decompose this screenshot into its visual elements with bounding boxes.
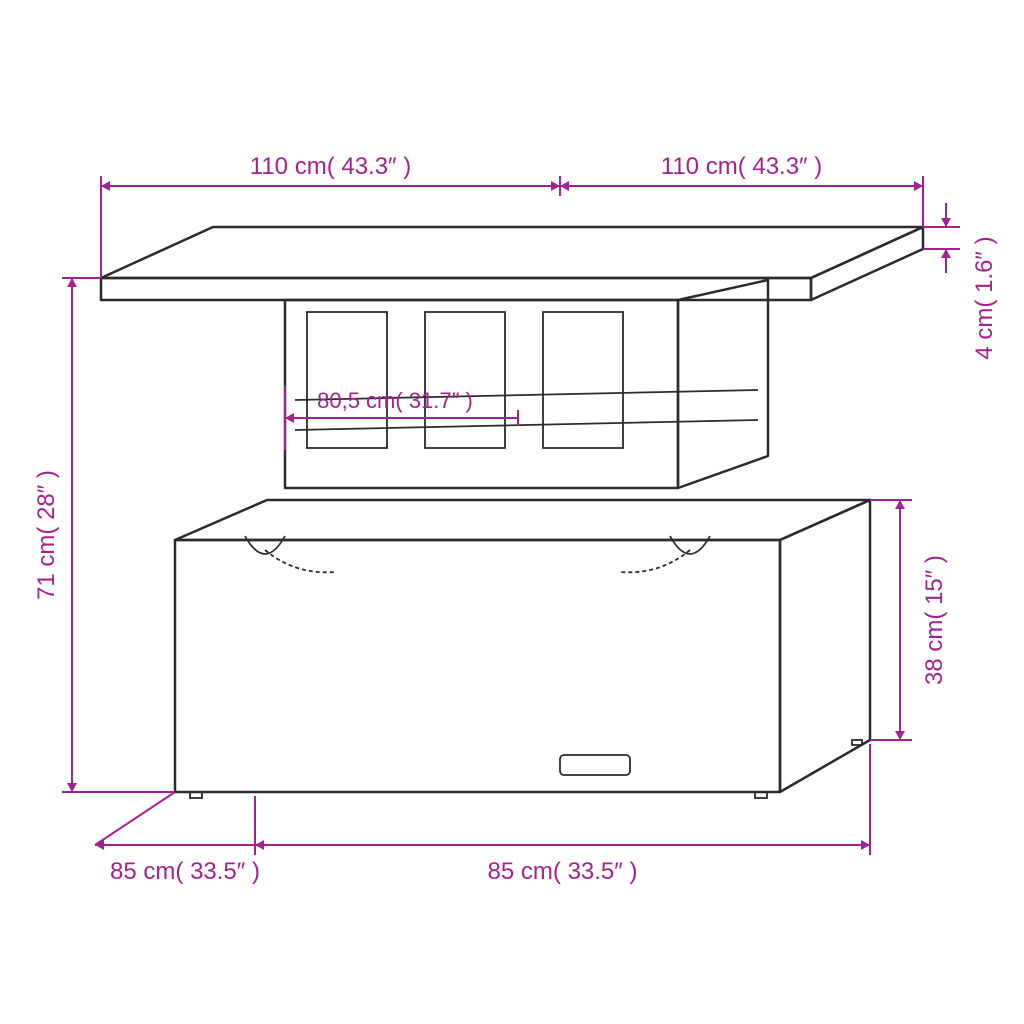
svg-text:71 cm( 28″ ): 71 cm( 28″ ) <box>33 470 60 600</box>
product-drawing <box>101 227 923 798</box>
svg-text:85 cm( 33.5″ ): 85 cm( 33.5″ ) <box>110 858 260 885</box>
svg-text:38 cm( 15″ ): 38 cm( 15″ ) <box>921 555 948 685</box>
svg-text:110 cm( 43.3″ ): 110 cm( 43.3″ ) <box>250 153 411 180</box>
dimension-labels: 110 cm( 43.3″ ) 110 cm( 43.3″ ) 4 cm( 1.6″… <box>33 153 998 885</box>
svg-text:4 cm( 1.6″ ): 4 cm( 1.6″ ) <box>971 236 998 359</box>
svg-text:110 cm( 43.3″ ): 110 cm( 43.3″ ) <box>661 153 822 180</box>
svg-text:85 cm( 33.5″ ): 85 cm( 33.5″ ) <box>488 858 638 885</box>
svg-text:80,5 cm( 31.7″ ): 80,5 cm( 31.7″ ) <box>317 388 473 413</box>
